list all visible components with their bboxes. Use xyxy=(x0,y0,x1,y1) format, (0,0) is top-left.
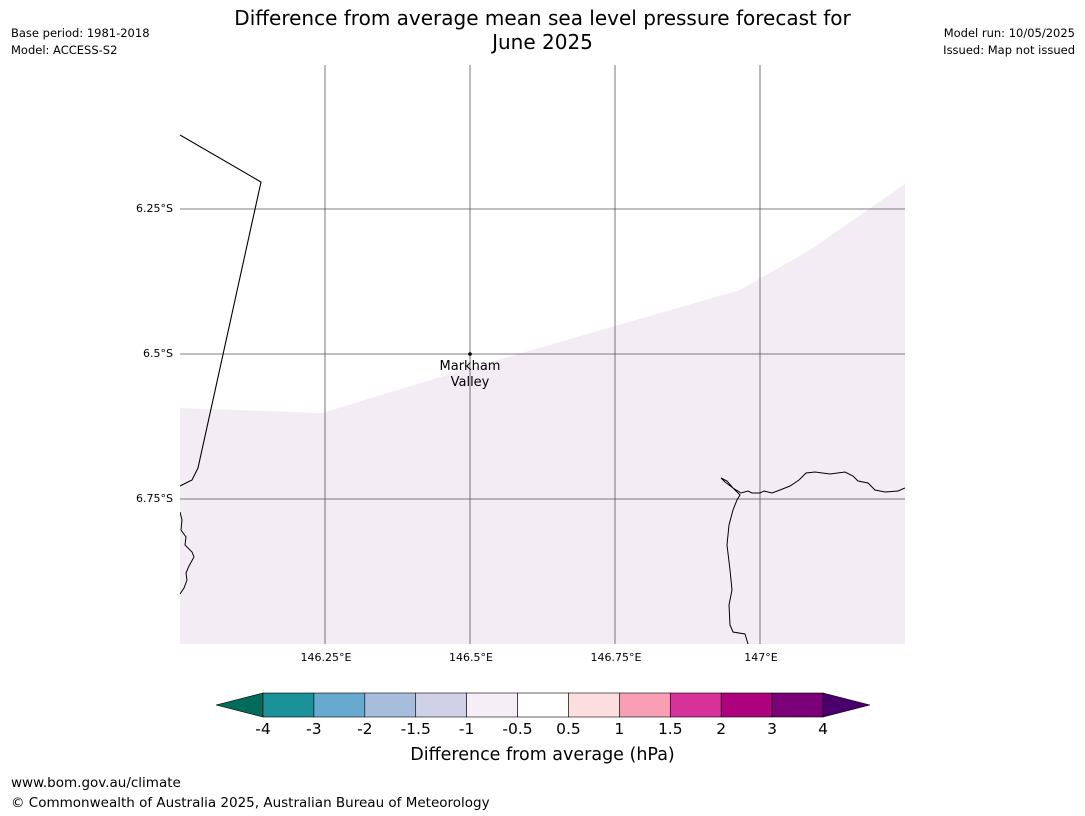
base-period: Base period: 1981-2018 xyxy=(11,26,150,40)
map-title: Difference from average mean sea level p… xyxy=(170,6,915,54)
colorbar-tick-label: 3 xyxy=(767,720,778,738)
colorbar-tick-label: -1 xyxy=(458,720,475,738)
place-label-markham-valley: Markham Valley xyxy=(420,359,520,391)
place-marker xyxy=(468,352,472,356)
colorbar-tick-label: -2 xyxy=(357,720,373,738)
lon-label-146.25: 146.25°E xyxy=(300,651,352,664)
colorbar-under-arrow xyxy=(215,692,264,718)
colorbar-tick-label: 1 xyxy=(614,720,625,738)
colorbar-tick-label: -4 xyxy=(255,720,271,738)
colorbar-segment xyxy=(720,692,773,718)
lon-label-147: 147°E xyxy=(744,651,778,664)
colorbar-segment xyxy=(313,692,366,718)
place-name-line-1: Markham xyxy=(439,359,501,374)
colorbar-segment xyxy=(517,692,569,718)
colorbar-tick-label: -0.5 xyxy=(502,720,533,738)
colorbar xyxy=(215,692,871,718)
coastline-west xyxy=(180,511,195,595)
issued-status: Issued: Map not issued xyxy=(943,43,1075,57)
title-line-1: Difference from average mean sea level p… xyxy=(234,6,851,30)
colorbar-tick-label: 2 xyxy=(716,720,727,738)
colorbar-segment xyxy=(669,692,722,718)
colorbar-tick-label: 4 xyxy=(818,720,828,738)
colorbar-segment xyxy=(415,692,467,718)
coastline-east xyxy=(720,471,905,644)
lon-label-146.5: 146.5°E xyxy=(449,651,493,664)
title-line-2: June 2025 xyxy=(492,30,593,54)
footer-copyright: © Commonwealth of Australia 2025, Austra… xyxy=(11,795,490,811)
colorbar-over-arrow xyxy=(822,692,871,718)
footer-url: www.bom.gov.au/climate xyxy=(11,775,181,791)
lon-label-146.75: 146.75°E xyxy=(590,651,642,664)
colorbar-tick-label: -1.5 xyxy=(400,720,431,738)
boundary-line xyxy=(180,134,262,487)
place-name-line-2: Valley xyxy=(450,375,490,390)
lat-label-6.75: 6.75°S xyxy=(136,492,173,505)
lat-label-6.5: 6.5°S xyxy=(143,347,173,360)
colorbar-segment xyxy=(568,692,620,718)
colorbar-segment xyxy=(364,692,417,718)
shaded-region xyxy=(180,184,905,644)
model-name: Model: ACCESS-S2 xyxy=(11,43,118,57)
meta-left: Base period: 1981-2018 Model: ACCESS-S2 xyxy=(11,25,150,59)
model-run: Model run: 10/05/2025 xyxy=(943,26,1075,40)
colorbar-segment xyxy=(619,692,671,718)
colorbar-tick-label: 1.5 xyxy=(657,720,683,738)
colorbar-title: Difference from average (hPa) xyxy=(410,745,675,765)
colorbar-segment xyxy=(771,692,824,718)
colorbar-tick-label: 0.5 xyxy=(556,720,581,738)
colorbar-segment xyxy=(466,692,518,718)
meta-right: Model run: 10/05/2025 Issued: Map not is… xyxy=(943,25,1075,59)
colorbar-segment xyxy=(262,692,315,718)
colorbar-tick-label: -3 xyxy=(306,720,322,738)
lat-label-6.25: 6.25°S xyxy=(136,202,173,215)
